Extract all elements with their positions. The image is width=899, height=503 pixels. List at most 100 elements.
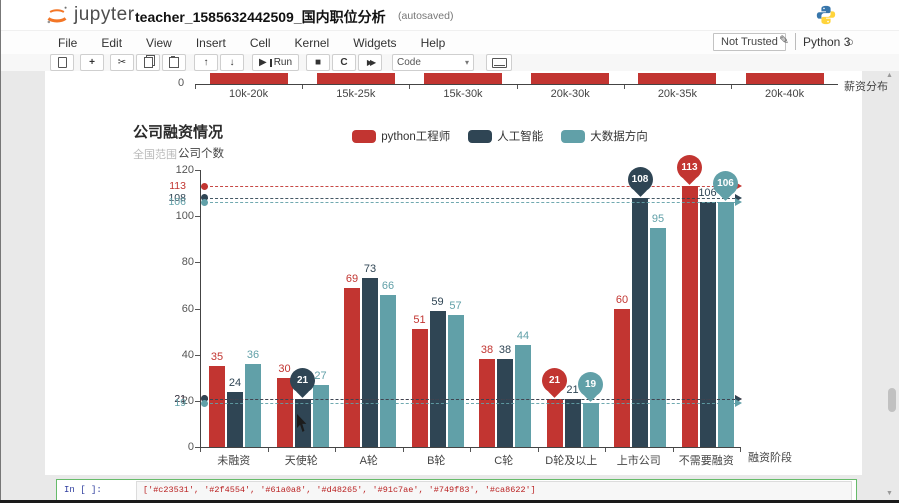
chart-xlabel: 融资阶段 (748, 452, 792, 464)
cell-type-select[interactable]: Code ▾ (392, 54, 474, 71)
salary-bar[interactable] (424, 73, 502, 84)
menu-item-file[interactable]: File (58, 36, 78, 50)
save-button[interactable] (50, 54, 74, 71)
xaxis-category-label: A轮 (359, 455, 378, 467)
bar[interactable] (209, 366, 225, 447)
move-down-button[interactable]: ↓ (220, 54, 244, 71)
salary-xaxis-tick (302, 85, 304, 89)
mouse-cursor (297, 414, 307, 432)
menu-item-view[interactable]: View (146, 36, 172, 50)
xaxis-category-label: 不需要融资 (678, 455, 734, 467)
xaxis-tick (402, 448, 404, 452)
cut-icon: ✂ (117, 56, 127, 68)
markline-dot (201, 182, 208, 190)
legend-item-0[interactable]: python工程师 (352, 128, 450, 144)
salary-bar[interactable] (209, 73, 288, 84)
bar[interactable] (344, 287, 360, 447)
salary-bar[interactable] (638, 73, 717, 84)
salary-category-label: 20k-35k (657, 88, 697, 100)
copy-button[interactable] (136, 54, 160, 71)
pencil-icon[interactable]: ✎ (779, 33, 790, 47)
bar[interactable] (245, 363, 261, 447)
bar[interactable] (564, 398, 581, 447)
markline-dot (201, 198, 208, 206)
salary-bar[interactable] (531, 73, 610, 84)
bar[interactable] (429, 310, 446, 447)
salary-xaxis-tick (516, 85, 518, 89)
markline-dot (201, 399, 208, 407)
bar[interactable] (362, 278, 378, 447)
menu-item-edit[interactable]: Edit (101, 36, 123, 50)
bar-value-label: 73 (363, 263, 377, 276)
restart-run-all-button[interactable]: ▶▶ (358, 54, 382, 71)
window-edge (0, 0, 1, 503)
trust-status-button[interactable]: Not Trusted (713, 33, 786, 51)
code-input-area[interactable]: ['#c23531', '#2f4554', '#61a0a8', '#d482… (136, 481, 852, 501)
bar[interactable] (411, 329, 428, 447)
scrollbar-up-icon[interactable]: ▲ (886, 72, 893, 79)
markpoint-pin: 108 (627, 166, 653, 192)
run-button[interactable]: ▶ Run (252, 54, 300, 71)
python-logo-icon (816, 5, 836, 25)
bar[interactable] (717, 202, 734, 447)
legend-label: python工程师 (381, 131, 451, 143)
bar[interactable] (479, 359, 495, 447)
bar[interactable] (312, 384, 329, 447)
keyboard-icon (491, 57, 507, 68)
legend-item-1[interactable]: 人工智能 (468, 128, 543, 144)
move-up-icon: ↑ (203, 56, 209, 68)
markpoint-pin: 21 (542, 367, 567, 393)
salary-bar[interactable] (745, 73, 824, 84)
yaxis-tick-label: 100 (175, 210, 194, 223)
command-palette-button[interactable] (486, 54, 512, 71)
bar[interactable] (447, 315, 464, 447)
chart-xaxis (200, 447, 741, 448)
menu-item-help[interactable]: Help (420, 36, 446, 50)
salary-chart-ytick: 0 (178, 77, 185, 89)
bar[interactable] (515, 345, 531, 447)
salary-xaxis-tick (195, 85, 196, 89)
bar[interactable] (614, 308, 630, 447)
restart-kernel-button[interactable]: C (332, 54, 356, 71)
scrollbar-down-icon[interactable]: ▼ (886, 490, 893, 497)
bar[interactable] (650, 227, 666, 447)
stop-icon: ■ (314, 56, 322, 68)
bar[interactable] (582, 403, 599, 447)
bar[interactable] (632, 197, 648, 447)
add-cell-button[interactable]: + (80, 54, 104, 71)
xaxis-tick (335, 448, 336, 452)
menu-item-cell[interactable]: Cell (249, 36, 271, 50)
bar-value-label: 38 (480, 344, 494, 357)
app-name[interactable]: jupyter (74, 4, 135, 25)
bar-value-label: 36 (246, 348, 260, 361)
divider (795, 33, 796, 50)
legend-item-2[interactable]: 大数据方向 (561, 128, 648, 144)
move-up-button[interactable]: ↑ (194, 54, 218, 71)
markline-arrow-icon (735, 193, 742, 202)
scrollbar-thumb[interactable] (888, 388, 896, 412)
bar[interactable] (380, 294, 396, 447)
bar[interactable] (699, 202, 716, 447)
markpoint-pin: 113 (677, 155, 702, 181)
paste-button[interactable] (162, 54, 186, 71)
notebook-title[interactable]: teacher_1585632442509_国内职位分析 (135, 9, 386, 25)
markpoint-pin: 21 (290, 367, 315, 393)
stop-button[interactable]: ■ (306, 54, 330, 71)
menu-item-kernel[interactable]: Kernel (294, 36, 330, 50)
legend-swatch (561, 129, 586, 143)
yaxis-tick-label: 120 (175, 164, 194, 176)
menu-item-insert[interactable]: Insert (195, 36, 226, 50)
bar[interactable] (681, 186, 698, 447)
cut-button[interactable]: ✂ (110, 54, 134, 71)
markline-max (205, 186, 735, 188)
menu-item-widgets[interactable]: Widgets (353, 36, 397, 50)
save-icon (57, 57, 67, 68)
bar[interactable] (227, 391, 243, 447)
bar[interactable] (497, 359, 513, 447)
salary-bar[interactable] (316, 73, 395, 84)
bar[interactable] (276, 377, 293, 447)
xaxis-tick (672, 448, 674, 452)
bar[interactable] (546, 398, 563, 447)
fast-forward-icon: ▶▶ (366, 57, 376, 67)
markline-dot (201, 395, 208, 403)
